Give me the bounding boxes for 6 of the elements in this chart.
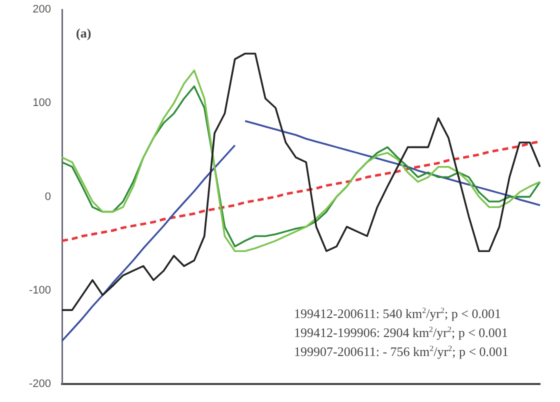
- annotation: (a): [76, 26, 92, 41]
- y-tick-label: 100: [32, 97, 51, 110]
- y-tick-label: -100: [28, 284, 51, 296]
- y-tick-label: 200: [32, 4, 51, 16]
- y-tick-label: 0: [44, 190, 51, 203]
- y-tick-label: -200: [28, 378, 51, 390]
